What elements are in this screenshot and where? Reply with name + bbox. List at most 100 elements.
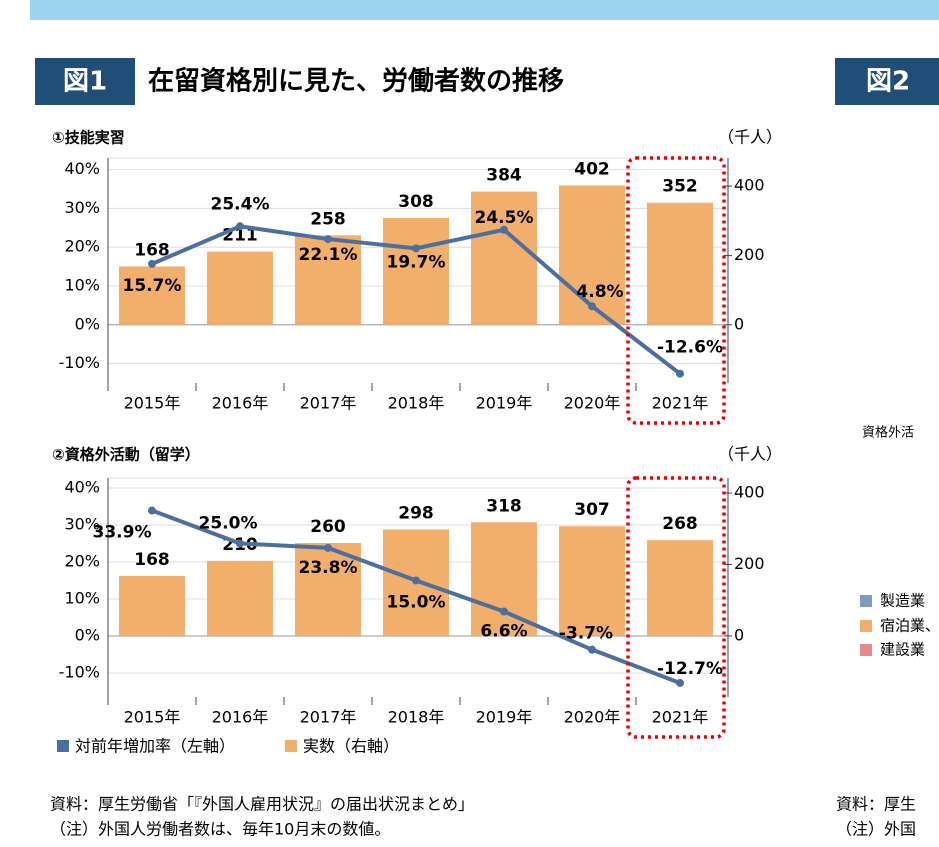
x-tick-label: 2015年 (124, 708, 181, 727)
y-tick-label: 30% (64, 198, 100, 217)
legend-swatch (860, 644, 872, 656)
y-tick-label: 20% (64, 551, 100, 570)
y2-tick-label: 400 (734, 483, 765, 502)
bar-value-label: 308 (398, 192, 434, 212)
x-tick-label: 2020年 (564, 394, 621, 413)
bar-value-label: 260 (310, 517, 346, 537)
bar-value-label: 298 (398, 503, 434, 523)
legend-swatch (860, 595, 872, 607)
y-tick-label: 20% (64, 237, 100, 256)
bar (559, 526, 625, 636)
bar (295, 235, 361, 325)
chart-subtitle: ①技能実習 (52, 129, 125, 147)
cut-text: 製造業 (880, 592, 925, 610)
x-tick-label: 2018年 (388, 394, 445, 413)
legend-swatch (285, 740, 297, 752)
y-tick-label: 10% (64, 276, 100, 295)
y-tick-label: -10% (59, 353, 100, 372)
x-tick-label: 2019年 (476, 394, 533, 413)
figure-label-box (35, 58, 135, 105)
x-tick-label: 2019年 (476, 708, 533, 727)
bar-value-label: 307 (574, 500, 610, 520)
bar (559, 185, 625, 325)
y2-tick-label: 0 (734, 314, 744, 333)
note: （注）外国人労働者数は、毎年10月末の数値。 (50, 820, 390, 839)
x-tick-label: 2020年 (564, 708, 621, 727)
y-tick-label: 0% (75, 314, 100, 333)
y2-tick-label: 200 (734, 554, 765, 573)
y-tick-label: -10% (59, 662, 100, 681)
line-value-label: 25.0% (199, 513, 258, 533)
legend-label: 実数（右軸） (303, 737, 399, 756)
highlight-box (626, 156, 726, 425)
cut-text: 資格外活 (862, 425, 914, 441)
x-tick-label: 2016年 (212, 394, 269, 413)
line-value-label: 15.0% (387, 592, 446, 612)
line-value-label: -3.7% (559, 624, 613, 644)
cut-text: 資料：厚生 (836, 795, 916, 814)
line-value-label: -12.6% (657, 338, 723, 358)
y2-tick-label: 200 (734, 245, 765, 264)
bar (471, 522, 537, 636)
y-tick-label: 30% (64, 514, 100, 533)
legend-swatch (57, 740, 69, 752)
figure-label-box (835, 58, 939, 105)
note: 資料：厚生労働省「『外国人雇用状況』の届出状況まとめ」 (50, 795, 474, 814)
line-point (412, 244, 420, 253)
bar-value-label: 168 (134, 550, 170, 570)
line-point (412, 576, 420, 585)
bar (647, 202, 713, 325)
cut-text: （注）外国 (836, 820, 916, 839)
line-point (588, 302, 596, 311)
line-point (148, 506, 156, 515)
line-value-label: 33.9% (93, 523, 152, 543)
y2-tick-label: 400 (734, 176, 765, 195)
chart-subtitle: ②資格外活動（留学） (52, 446, 200, 464)
x-tick-label: 2021年 (652, 394, 709, 413)
legend-label: 対前年増加率（左軸） (75, 737, 235, 756)
line-value-label: 15.7% (123, 276, 182, 296)
figure-label: 図2 (866, 67, 910, 97)
y-tick-label: 40% (64, 159, 100, 178)
cut-text: 宿泊業、 (880, 617, 939, 635)
line-value-label: 24.5% (475, 208, 534, 228)
bar (383, 217, 449, 325)
line-point (500, 607, 508, 616)
bar-value-label: 168 (134, 241, 170, 261)
y2-axis-title: （千人） (718, 445, 782, 464)
figure-label: 図1 (63, 67, 107, 97)
x-tick-label: 2016年 (212, 708, 269, 727)
x-tick-label: 2017年 (300, 708, 357, 727)
bar-value-label: 352 (662, 177, 698, 197)
y2-tick-label: 0 (734, 625, 744, 644)
banner (30, 0, 939, 20)
line-value-label: 22.1% (299, 245, 358, 265)
x-tick-label: 2017年 (300, 394, 357, 413)
line-value-label: 4.8% (576, 282, 623, 302)
x-tick-label: 2018年 (388, 708, 445, 727)
line-point (324, 235, 332, 244)
bar-value-label: 402 (574, 159, 610, 179)
line-value-label: -12.7% (657, 659, 723, 679)
line-value-label: 19.7% (387, 252, 446, 272)
bar (207, 251, 273, 325)
x-tick-label: 2021年 (652, 708, 709, 727)
highlight-box (626, 476, 726, 739)
bar-value-label: 318 (486, 496, 522, 516)
bar (295, 543, 361, 636)
y-tick-label: 10% (64, 588, 100, 607)
figure-title: 在留資格別に見た、労働者数の推移 (148, 66, 564, 97)
line-point (148, 259, 156, 268)
line-point (236, 222, 244, 231)
y-tick-label: 0% (75, 625, 100, 644)
bar (119, 575, 185, 636)
x-tick-label: 2015年 (124, 394, 181, 413)
bar (119, 266, 185, 325)
legend-swatch (860, 620, 872, 632)
line-point (676, 369, 684, 378)
line-value-label: 6.6% (480, 622, 527, 642)
bar-value-label: 384 (486, 166, 522, 186)
y-tick-label: 40% (64, 477, 100, 496)
bar (471, 191, 537, 325)
